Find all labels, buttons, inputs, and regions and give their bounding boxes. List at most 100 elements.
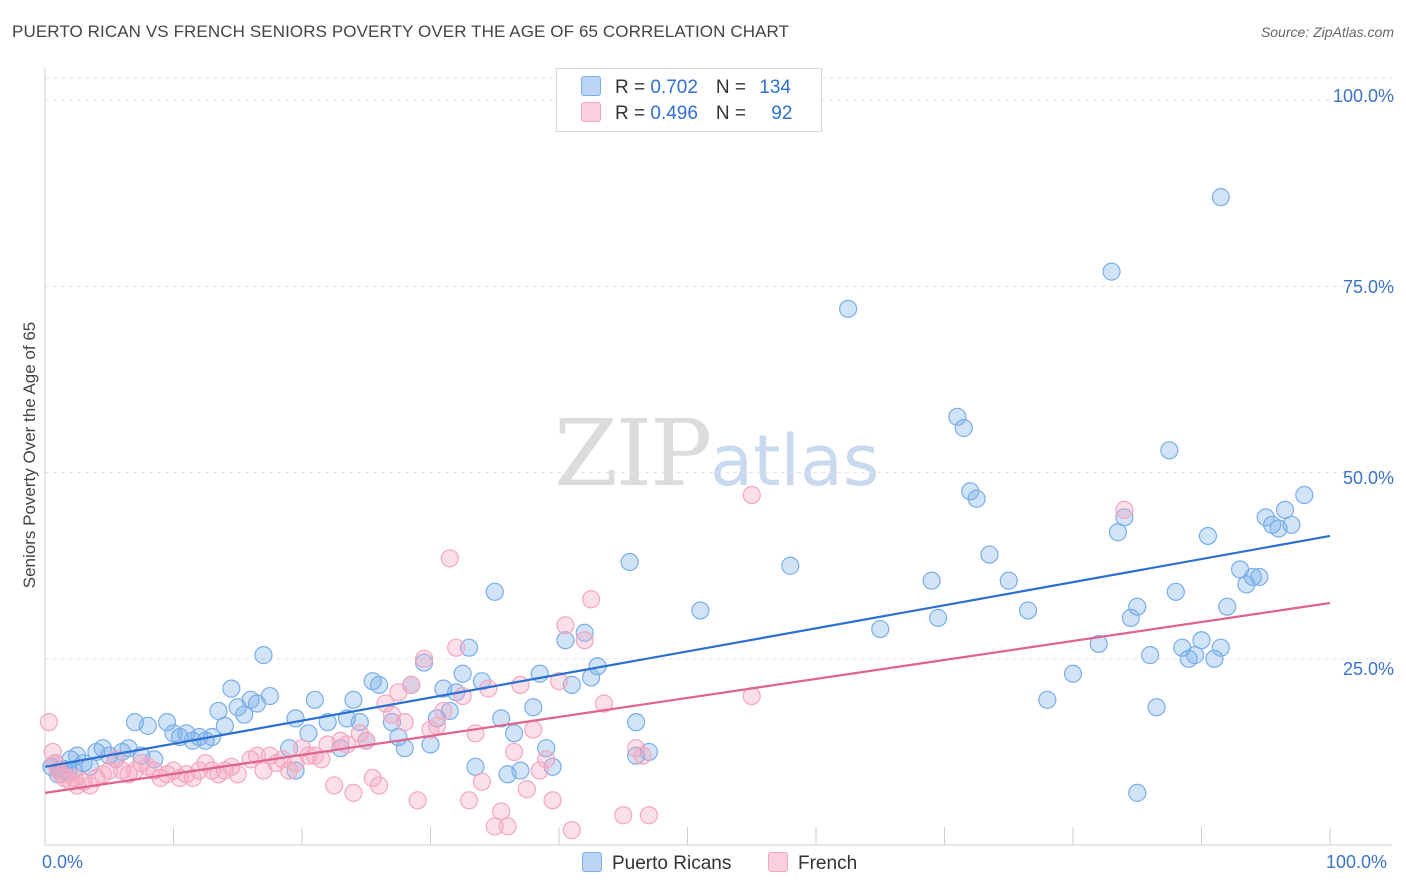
data-point xyxy=(459,638,479,657)
data-point xyxy=(459,791,479,810)
data-point xyxy=(363,768,382,788)
data-point xyxy=(350,724,369,743)
data-point xyxy=(43,742,62,762)
data-point xyxy=(183,768,202,788)
data-point xyxy=(447,638,466,657)
y-tick-label-100: 100.0% xyxy=(1332,86,1394,106)
data-point xyxy=(1160,441,1179,460)
data-point xyxy=(1295,485,1314,505)
data-point xyxy=(1211,188,1230,207)
chart-title: PUERTO RICAN VS FRENCH SENIORS POVERTY O… xyxy=(12,22,790,41)
series-legend-swatch-french xyxy=(768,852,788,872)
data-point xyxy=(434,701,453,721)
legend-r-value: 0.496 xyxy=(650,103,698,124)
data-point xyxy=(620,552,639,572)
legend-r-label: R = xyxy=(615,77,651,98)
data-point xyxy=(511,675,530,694)
data-point xyxy=(1102,262,1121,281)
data-point xyxy=(472,772,491,791)
data-point xyxy=(582,590,601,609)
legend-n-label: N = xyxy=(715,103,752,124)
data-point xyxy=(839,299,858,318)
data-point xyxy=(504,742,524,762)
data-point xyxy=(453,664,472,683)
series-french-points xyxy=(39,485,1134,840)
data-point xyxy=(157,713,177,732)
data-point xyxy=(1198,526,1218,546)
data-point xyxy=(639,806,659,825)
data-point xyxy=(215,716,234,735)
data-point xyxy=(485,582,504,601)
x-tick-label-100: 100.0% xyxy=(1326,852,1388,872)
data-point xyxy=(196,753,215,773)
trend-lines xyxy=(44,534,1331,794)
data-point xyxy=(1089,634,1108,654)
data-point xyxy=(222,679,241,698)
data-point xyxy=(498,817,517,836)
data-point xyxy=(395,713,414,732)
data-point xyxy=(286,761,305,780)
data-point xyxy=(39,713,58,732)
data-point xyxy=(440,701,459,721)
data-point xyxy=(999,571,1018,590)
data-point xyxy=(922,571,941,590)
data-point xyxy=(1038,690,1057,709)
axes xyxy=(44,68,1392,846)
data-point xyxy=(305,690,324,709)
legend-row-puerto-ricans: R = 0.702 N = 134 xyxy=(581,76,791,100)
watermark: ZIPatlas xyxy=(554,400,879,507)
data-point xyxy=(575,623,594,642)
legend-row-french: R = 0.496 N = 92 xyxy=(581,102,792,126)
data-point xyxy=(1250,567,1269,587)
data-point xyxy=(1063,664,1083,683)
data-point xyxy=(1128,783,1147,802)
data-point xyxy=(492,709,511,728)
correlation-legend: R = 0.702 N = 134 R = 0.496 N = 92 xyxy=(556,68,822,132)
data-point xyxy=(626,739,646,758)
y-tick-label-75: 75.0% xyxy=(1342,277,1394,297)
data-point xyxy=(961,482,980,501)
data-point xyxy=(1166,582,1185,601)
data-point xyxy=(614,806,633,825)
data-point xyxy=(556,631,575,650)
data-point xyxy=(537,750,556,769)
data-point xyxy=(402,675,421,694)
legend-r-label: R = xyxy=(615,103,651,124)
data-point xyxy=(228,765,247,784)
data-point xyxy=(691,601,710,620)
data-point xyxy=(254,646,273,665)
data-point xyxy=(954,418,973,438)
data-point xyxy=(928,608,948,627)
series-legend-puerto-ricans: Puerto Ricans xyxy=(582,852,731,875)
data-point xyxy=(633,746,652,765)
data-point xyxy=(1128,597,1147,616)
data-point xyxy=(556,616,575,635)
data-point xyxy=(511,761,530,780)
data-point xyxy=(1192,631,1211,650)
data-point xyxy=(781,556,800,575)
y-axis-label: Seniors Poverty Over the Age of 65 xyxy=(20,321,39,589)
data-point xyxy=(530,761,549,780)
data-point xyxy=(100,761,119,780)
watermark-zip: ZIP xyxy=(554,400,712,507)
series-legend-swatch-puerto-ricans xyxy=(582,852,602,872)
y-tick-label-25: 25.0% xyxy=(1342,659,1394,679)
data-point xyxy=(504,724,524,743)
data-point xyxy=(325,776,344,795)
data-point xyxy=(871,619,890,639)
data-point xyxy=(1218,597,1237,616)
data-point xyxy=(626,713,646,732)
data-point xyxy=(524,698,543,717)
data-point xyxy=(260,686,279,706)
data-point xyxy=(517,780,536,799)
data-point xyxy=(408,791,427,810)
data-point xyxy=(414,649,434,668)
y-tick-label-50: 50.0% xyxy=(1342,468,1394,488)
data-point xyxy=(395,739,414,758)
data-point xyxy=(440,549,459,568)
series-puerto-ricans-points xyxy=(42,188,1314,802)
legend-swatch-french xyxy=(581,102,601,122)
data-point xyxy=(370,675,389,694)
series-legend-label-puerto-ricans: Puerto Ricans xyxy=(612,853,732,874)
